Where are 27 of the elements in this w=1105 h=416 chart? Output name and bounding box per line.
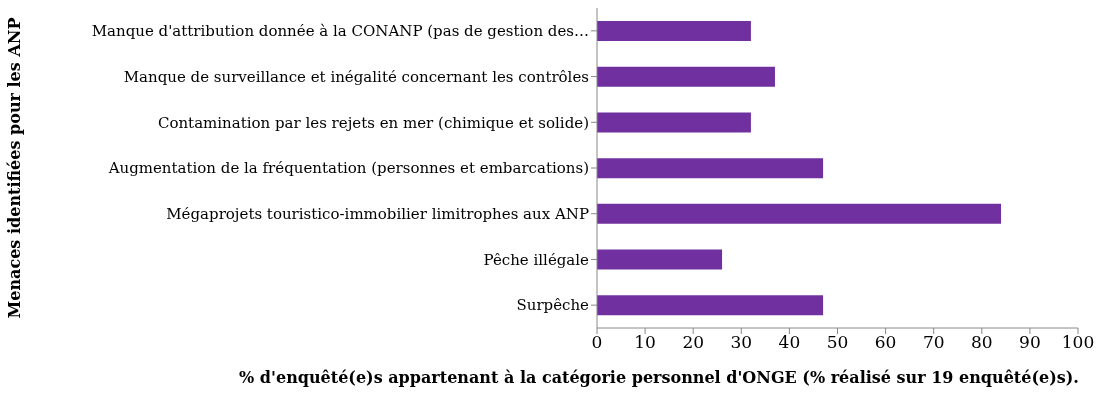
y-tick-label: Pêche illégale <box>483 250 590 269</box>
x-tick-label: 30 <box>730 332 753 353</box>
y-tick-label: Augmentation de la fréquentation (personnes et embarcations) <box>107 159 589 178</box>
x-tick-label: 20 <box>682 332 705 353</box>
y-tick-label: Mégaprojets touristico-immobilier limitrophes aux ANP <box>166 205 589 224</box>
x-tick-label: 10 <box>634 332 656 353</box>
bar <box>597 295 824 316</box>
x-tick-label: 100 <box>1061 332 1095 353</box>
x-tick-label: 70 <box>922 332 945 353</box>
y-tick-label: Manque d'attribution donnée à la CONANP (pas de gestion des… <box>91 22 589 41</box>
x-tick-label: 40 <box>778 332 801 353</box>
x-tick-label: 0 <box>591 332 603 353</box>
bar <box>597 249 723 270</box>
bar <box>597 66 775 87</box>
y-tick-label: Contamination par les rejets en mer (chimique et solide) <box>157 113 589 132</box>
x-tick-label: 90 <box>1019 332 1041 353</box>
bar <box>597 112 751 133</box>
y-axis-title: Menaces identifiées pour les ANP <box>4 17 24 319</box>
x-tick-label: 50 <box>826 332 849 353</box>
bar <box>597 158 824 179</box>
bar <box>597 203 1002 224</box>
x-tick-label: 80 <box>970 332 993 353</box>
x-axis-title: % d'enquêté(e)s appartenant à la catégorie personnel d'ONGE (% réalisé sur 19 enquêté(e)s). <box>238 368 1080 387</box>
bar <box>597 21 751 41</box>
x-tick-label: 60 <box>874 332 897 353</box>
y-tick-label: Surpêche <box>516 296 590 315</box>
y-tick-label: Manque de surveillance et inégalité concernant les contrôles <box>123 67 589 86</box>
